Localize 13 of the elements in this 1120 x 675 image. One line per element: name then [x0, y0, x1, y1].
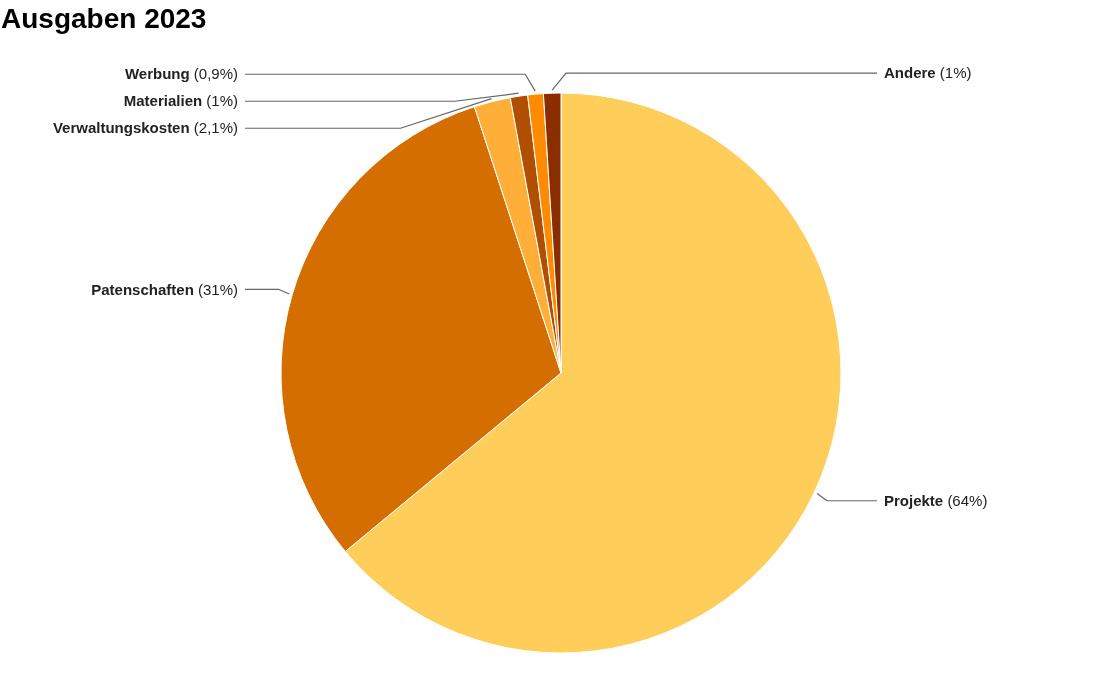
data-label: (0,9%) [193, 65, 238, 83]
slice-label: Projekte [884, 491, 944, 509]
slice-label: Materialien [123, 92, 203, 110]
data-label: (1%) [939, 64, 972, 82]
data-label: (2,1%) [193, 119, 238, 137]
slice-label: Andere [884, 64, 936, 82]
slice-label: Verwaltungskosten [52, 119, 190, 137]
slice-label: Patenschaften [91, 280, 194, 298]
data-label: (31%) [197, 280, 238, 298]
data-label: (64%) [947, 491, 988, 509]
chart-title: Ausgaben 2023 [1, 3, 207, 34]
data-label: (1%) [206, 92, 238, 110]
slice-label: Werbung [124, 65, 190, 83]
